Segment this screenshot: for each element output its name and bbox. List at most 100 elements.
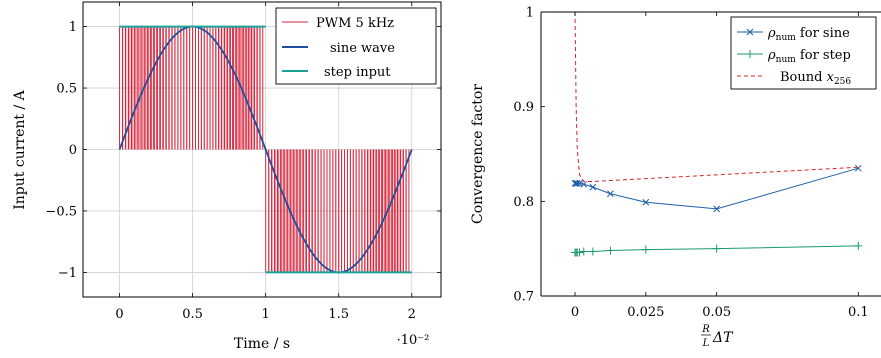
right-y-tick-label: 0.8 [513,195,534,210]
left-x-tick-label: 1.5 [328,307,349,322]
pwm-pulse [279,149,282,273]
series-marker-0 [589,183,597,191]
pwm-pulse [224,26,228,150]
pwm-pulse [297,149,301,273]
pwm-pulse [247,26,250,150]
pwm-pulse [139,26,142,150]
pwm-pulse [148,26,151,150]
legend-label-rho-sine: ρnum for sine [767,26,850,43]
pwm-pulse [154,26,158,150]
legend-marker-rho-step [746,50,754,58]
pwm-pulse [382,149,385,273]
pwm-pulse [373,149,377,273]
series-marker-0 [580,180,588,188]
pwm-pulse [399,149,402,273]
pwm-pulse [396,149,399,273]
step-input-series [119,25,412,274]
series-marker-1 [712,244,721,253]
left-y-tick-label: −0.5 [45,204,77,219]
pwm-pulse [390,149,393,273]
series-line-0 [575,167,859,210]
pwm-pulse [159,26,164,150]
pwm-pulse [130,26,133,150]
pwm-pulse [276,149,279,273]
pwm-pulse [393,149,396,273]
pwm-pulse [285,149,288,273]
pwm-pulse [235,26,239,150]
pwm-pulse [282,149,285,273]
pwm-pulse [294,149,298,273]
series-marker-0 [854,164,862,172]
series-marker-0 [642,198,650,206]
left-legend: PWM 5 kHz sine wave step input [275,7,437,85]
series-marker-1 [641,245,650,254]
left-y-tick-label: 0.5 [56,82,77,97]
pwm-pulse [233,26,236,150]
series-marker-1 [588,247,597,256]
right-y-axis-label: Convergence factor [470,84,486,224]
right-x-label-dT: ΔT [712,330,734,346]
left-x-tick-label: 2 [408,307,416,322]
pwm-pulse [244,26,247,150]
series-marker-0 [573,179,581,187]
right-x-tick-label: 0.025 [627,305,664,320]
right-y-tick-label: 0.9 [513,100,534,115]
left-x-tick-label: 1 [262,307,270,322]
right-legend: ρnum for sine ρnum for step Bound x256 [730,16,877,90]
right-x-label-L: L [702,338,710,349]
right-x-tick-label: 0.1 [848,305,869,320]
pwm-pulse [303,149,307,273]
right-series [571,12,863,257]
series-marker-0 [607,190,614,198]
right-chart: 0 0.025 0.05 0.1 0.7 0.8 0.9 1 Convergence fact… [470,6,881,349]
sine-wave-series [118,25,413,274]
legend-label-bound: Bound x256 [780,70,851,87]
right-y-tick-label: 0.7 [513,290,534,305]
left-y-tick-label: −1 [58,266,77,281]
pwm-pulse [300,149,304,273]
pwm-pulse [151,26,155,150]
pwm-pulse [370,149,374,273]
left-x-axis-label: Time / s [234,336,290,352]
right-x-axis-label: R L ΔT [701,324,734,349]
pwm-pulse [367,149,371,273]
pwm-pulse [376,149,380,273]
left-ticks: 0 0.5 1 1.5 2 −1 −0.5 0 0.5 1 [45,2,441,322]
right-y-tick-label: 1 [526,6,534,21]
left-x-tick-label: 0.5 [182,307,203,322]
legend-label-step: step input [324,65,391,80]
right-legend-box [730,16,877,90]
left-y-axis-label: Input current / A [12,89,28,209]
pwm-pulse [127,26,130,150]
left-x-tick-label: 0 [115,307,123,322]
pwm-pulse [221,26,225,150]
legend-marker-rho-sine [746,28,754,36]
right-x-tick-label: 0.05 [702,305,731,320]
pwm-pulse [136,26,139,150]
left-x-scale-note: ·10⁻² [397,333,430,348]
right-x-label-R: R [701,324,710,335]
pwm-pulse [291,149,295,273]
pwm-pulse [250,26,253,150]
left-y-tick-label: 1 [69,20,77,35]
pwm-pulse [253,26,256,150]
series-marker-1 [606,246,615,255]
right-ticks: 0 0.025 0.05 0.1 0.7 0.8 0.9 1 [513,6,868,321]
series-marker-0 [713,205,721,213]
pwm-pulse [157,26,161,150]
legend-label-pwm: PWM 5 kHz [316,16,394,31]
left-y-tick-label: 0 [69,143,77,158]
pwm-pulse [230,26,233,150]
series-marker-1 [579,247,588,256]
pwm-pulse [145,26,148,150]
series-marker-1 [575,248,584,257]
pwm-pulse [379,149,382,273]
pwm-pulse [306,149,310,273]
pwm-pulse [273,149,276,273]
series-line-2 [574,12,859,182]
legend-label-sine: sine wave [330,41,395,56]
pwm-pulse [133,26,136,150]
legend-label-rho-step: ρnum for step [767,48,851,65]
right-x-tick-label: 0 [571,305,579,320]
